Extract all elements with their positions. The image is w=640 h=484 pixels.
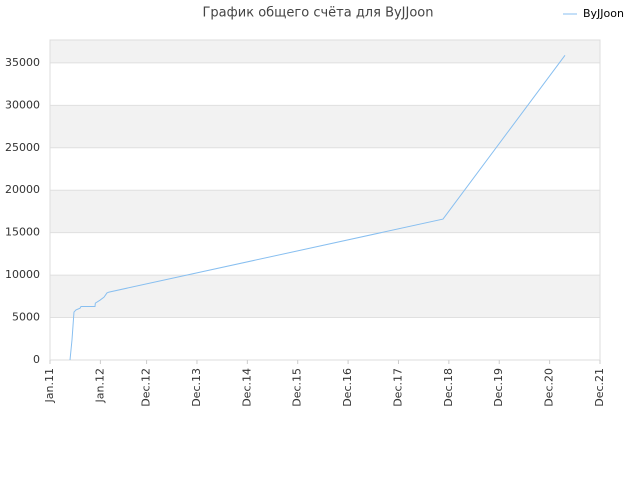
grid-band bbox=[50, 40, 600, 63]
grid-band bbox=[50, 190, 600, 233]
x-tick-label: Dec.19 bbox=[492, 368, 505, 407]
y-tick-label: 20000 bbox=[5, 183, 40, 196]
grid-band bbox=[50, 105, 600, 148]
y-tick-label: 15000 bbox=[5, 226, 40, 239]
grid-band bbox=[50, 275, 600, 318]
y-tick-label: 10000 bbox=[5, 268, 40, 281]
x-tick-label: Jan.11 bbox=[43, 368, 56, 403]
y-tick-label: 35000 bbox=[5, 56, 40, 69]
x-tick-label: Dec.15 bbox=[291, 368, 304, 407]
chart-title: График общего счёта для ByJJoon bbox=[203, 6, 434, 21]
legend-label: ByJJoon bbox=[583, 7, 624, 20]
x-tick-label: Dec.16 bbox=[341, 368, 354, 407]
series-line bbox=[69, 54, 566, 361]
x-tick-label: Dec.12 bbox=[140, 368, 153, 407]
y-tick-label: 30000 bbox=[5, 98, 40, 111]
x-tick-label: Dec.20 bbox=[543, 368, 556, 407]
x-tick-label: Jan.12 bbox=[93, 368, 106, 403]
x-tick-label: Dec.21 bbox=[593, 368, 606, 407]
x-tick-label: Dec.13 bbox=[190, 368, 203, 407]
y-tick-label: 5000 bbox=[12, 311, 40, 324]
plot-frame bbox=[49, 39, 601, 361]
x-tick-label: Dec.18 bbox=[442, 368, 455, 407]
x-tick-label: Dec.17 bbox=[391, 368, 404, 407]
y-tick-label: 0 bbox=[33, 353, 40, 366]
y-tick-label: 25000 bbox=[5, 141, 40, 154]
x-tick-label: Dec.14 bbox=[240, 368, 253, 407]
